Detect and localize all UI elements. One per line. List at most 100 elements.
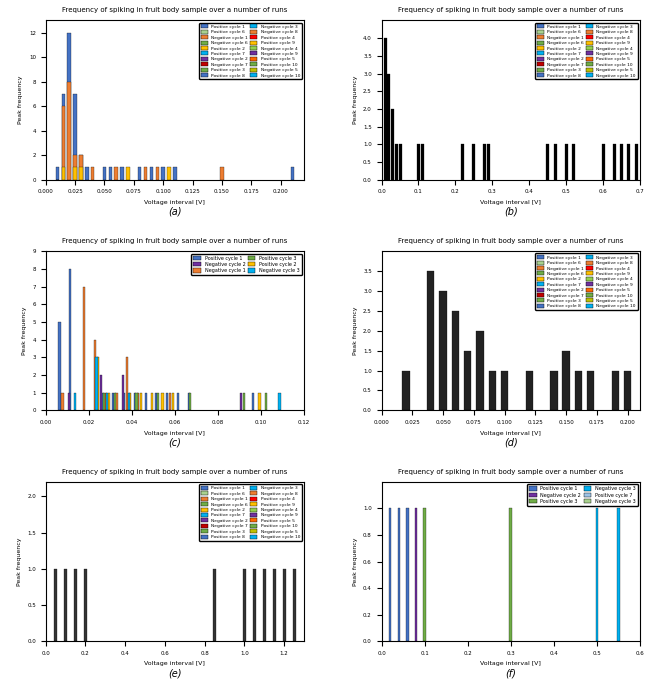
Bar (123, 393, 125, 411)
Bar (97, 357, 99, 411)
Bar (283, 569, 285, 641)
Bar (617, 509, 620, 641)
Title: Frequency of spiking in fruit body sample over a number of runs: Frequency of spiking in fruit body sampl… (62, 469, 287, 475)
Bar (472, 144, 475, 179)
Bar (398, 509, 400, 641)
Bar (103, 393, 105, 411)
Bar (79, 155, 83, 179)
Bar (526, 370, 533, 411)
Bar (161, 393, 164, 411)
Bar (120, 167, 124, 179)
Bar (487, 144, 490, 179)
Bar (108, 393, 110, 411)
Bar (550, 370, 558, 411)
Bar (73, 167, 77, 179)
Bar (488, 370, 496, 411)
Bar (167, 167, 171, 179)
Text: (b): (b) (504, 207, 518, 217)
Bar (54, 569, 57, 641)
Bar (461, 144, 464, 179)
Legend: Positive cycle 1, Positive cycle 6, Negative cycle 1, Negative cycle 6, Positive: Positive cycle 1, Positive cycle 6, Nega… (199, 23, 302, 79)
Bar (464, 351, 471, 411)
Bar (150, 167, 153, 179)
Bar (161, 167, 165, 179)
Bar (391, 109, 394, 179)
Bar (137, 393, 139, 411)
Bar (100, 375, 102, 411)
Bar (134, 393, 136, 411)
Bar (129, 393, 131, 411)
Bar (155, 167, 159, 179)
Bar (402, 370, 410, 411)
Bar (398, 144, 402, 179)
Bar (135, 393, 138, 411)
Bar (74, 393, 76, 411)
Bar (108, 167, 112, 179)
Bar (624, 370, 631, 411)
Text: (d): (d) (504, 437, 518, 447)
Bar (628, 144, 630, 179)
Bar (128, 393, 130, 411)
Bar (395, 144, 398, 179)
Bar (620, 144, 623, 179)
Bar (61, 167, 65, 179)
Bar (67, 33, 71, 179)
Bar (187, 393, 190, 411)
Bar (406, 509, 409, 641)
Title: Frequency of spiking in fruit body sample over a number of runs: Frequency of spiking in fruit body sampl… (398, 7, 624, 13)
Bar (155, 393, 157, 411)
Bar (415, 509, 417, 641)
Bar (73, 94, 77, 179)
Bar (423, 509, 426, 641)
Y-axis label: Peak frequency: Peak frequency (353, 306, 358, 355)
Bar (612, 370, 619, 411)
X-axis label: Voltage interval [V]: Voltage interval [V] (144, 662, 205, 666)
Bar (572, 144, 575, 179)
Bar (259, 393, 261, 411)
Title: Frequency of spiking in fruit body sample over a number of runs: Frequency of spiking in fruit body sampl… (398, 469, 624, 475)
Bar (562, 351, 570, 411)
Bar (56, 167, 59, 179)
Bar (291, 167, 294, 179)
Bar (79, 155, 83, 179)
Bar (546, 144, 549, 179)
X-axis label: Voltage interval [V]: Voltage interval [V] (481, 200, 541, 205)
Bar (116, 393, 118, 411)
Bar (389, 509, 392, 641)
Bar (94, 340, 96, 411)
Text: (e): (e) (168, 668, 182, 678)
Bar (114, 393, 116, 411)
Bar (61, 106, 65, 179)
X-axis label: Voltage interval [V]: Voltage interval [V] (144, 430, 205, 436)
Bar (126, 357, 128, 411)
X-axis label: Voltage interval [V]: Voltage interval [V] (481, 662, 541, 666)
Bar (384, 38, 387, 179)
Y-axis label: Peak frequency: Peak frequency (353, 537, 358, 586)
Bar (101, 393, 104, 411)
Bar (121, 375, 123, 411)
X-axis label: Voltage interval [V]: Voltage interval [V] (481, 430, 541, 436)
Bar (140, 393, 142, 411)
Bar (278, 393, 281, 411)
Legend: Positive cycle 1, Positive cycle 6, Negative cycle 1, Negative cycle 6, Positive: Positive cycle 1, Positive cycle 6, Nega… (199, 484, 302, 541)
Bar (240, 393, 242, 411)
Bar (243, 393, 246, 411)
Bar (85, 167, 89, 179)
Legend: Positive cycle 1, Positive cycle 6, Negative cycle 1, Negative cycle 6, Positive: Positive cycle 1, Positive cycle 6, Nega… (535, 254, 638, 310)
Bar (304, 393, 307, 411)
Y-axis label: Peak frequency: Peak frequency (17, 537, 22, 586)
Bar (501, 370, 508, 411)
Title: Frequency of spiking in fruit body sample over a number of runs: Frequency of spiking in fruit body sampl… (62, 7, 287, 13)
Bar (157, 393, 159, 411)
Y-axis label: Peak frequency: Peak frequency (353, 76, 358, 124)
Bar (79, 167, 83, 179)
X-axis label: Voltage interval [V]: Voltage interval [V] (144, 200, 205, 205)
Legend: Positive cycle 1, Positive cycle 6, Negative cycle 1, Negative cycle 6, Positive: Positive cycle 1, Positive cycle 6, Nega… (535, 23, 638, 79)
Bar (58, 322, 61, 411)
Bar (596, 509, 598, 641)
Bar (264, 393, 267, 411)
Bar (91, 167, 95, 179)
Bar (74, 569, 77, 641)
Bar (263, 569, 266, 641)
Bar (575, 370, 582, 411)
